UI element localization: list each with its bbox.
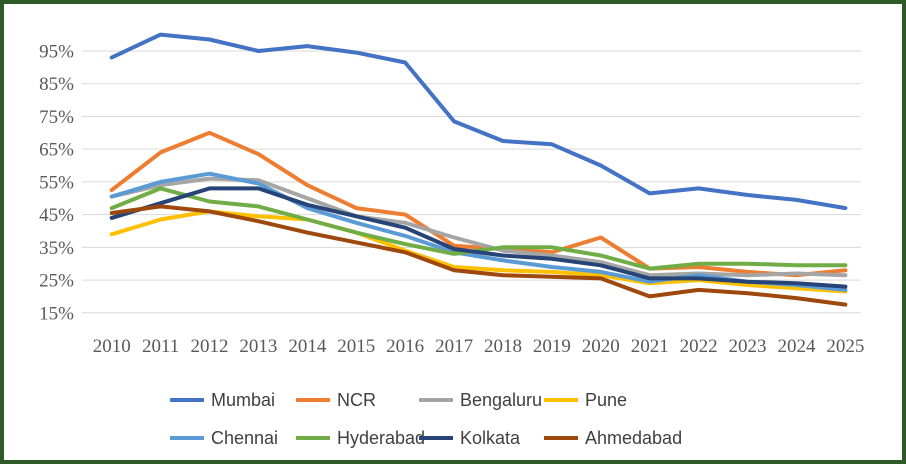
x-tick-label: 2013 xyxy=(239,336,277,357)
y-tick-label: 65% xyxy=(39,140,74,161)
y-tick-label: 75% xyxy=(39,107,74,128)
x-tick-label: 2022 xyxy=(680,336,718,357)
legend-swatch-pune-icon xyxy=(544,398,578,402)
line-chart: 95%85%75%65%55%45%35%25%15%2010 2011 2012 2… xyxy=(39,32,865,357)
x-tick-label: 2025 xyxy=(826,336,864,357)
legend-label: Hyderabad xyxy=(337,427,426,448)
gridlines xyxy=(82,50,861,314)
legend-swatch-ncr-icon xyxy=(296,398,330,402)
legend-swatch-kolkata-icon xyxy=(419,436,453,440)
legend-label: Kolkata xyxy=(460,427,521,448)
x-tick-label: 2024 xyxy=(777,336,816,357)
x-tick-label: 2010 xyxy=(93,336,131,357)
legend-item-kolkata: Kolkata xyxy=(419,428,520,448)
legend-item-pune: Pune xyxy=(544,390,627,410)
x-tick-label: 2016 xyxy=(386,336,424,357)
x-tick-label: 2023 xyxy=(729,336,767,357)
legend-swatch-chennai-icon xyxy=(170,436,204,440)
legend-swatch-mumbai-icon xyxy=(170,398,204,402)
legend-label: Mumbai xyxy=(211,389,276,410)
series-line-ahmedabad xyxy=(109,204,848,307)
series-line-kolkata xyxy=(109,186,848,289)
legend-item-bengaluru: Bengaluru xyxy=(419,390,542,410)
legend-item-mumbai: Mumbai xyxy=(170,390,275,410)
legend-label: NCR xyxy=(337,389,376,410)
legend-label: Pune xyxy=(585,389,628,410)
x-tick-label: 2017 xyxy=(435,336,473,357)
y-tick-label: 25% xyxy=(39,271,74,292)
legend-label: Ahmedabad xyxy=(585,427,683,448)
y-tick-label: 45% xyxy=(39,205,74,226)
series-line-ncr xyxy=(109,130,848,278)
x-tick-label: 2020 xyxy=(582,336,620,357)
x-axis-labels: 2010 2011 2012 2013 2014 2015 2016 2017 2018 2019… xyxy=(93,336,865,357)
y-tick-label: 15% xyxy=(39,303,74,324)
y-tick-label: 85% xyxy=(39,74,74,95)
x-tick-label: 2021 xyxy=(631,336,669,357)
x-tick-label: 2014 xyxy=(288,336,327,357)
legend-swatch-bengaluru-icon xyxy=(419,398,453,402)
legend-swatch-hyderabad-icon xyxy=(296,436,330,440)
y-tick-label: 55% xyxy=(39,172,74,193)
legend-item-ahmedabad: Ahmedabad xyxy=(544,428,682,448)
x-tick-label: 2012 xyxy=(191,336,229,357)
x-tick-label: 2018 xyxy=(484,336,522,357)
x-tick-label: 2019 xyxy=(533,336,571,357)
legend-label: Bengaluru xyxy=(460,389,543,410)
y-tick-label: 95% xyxy=(39,42,74,63)
x-tick-label: 2015 xyxy=(337,336,375,357)
series-line-mumbai xyxy=(109,32,848,211)
legend-item-chennai: Chennai xyxy=(170,428,278,448)
x-tick-label: 2011 xyxy=(142,336,179,357)
y-tick-label: 35% xyxy=(39,238,74,259)
legend-item-hyderabad: Hyderabad xyxy=(296,428,425,448)
legend-item-ncr: NCR xyxy=(296,390,376,410)
legend-label: Chennai xyxy=(211,427,279,448)
legend-swatch-ahmedabad-icon xyxy=(544,436,578,440)
series-line-pune xyxy=(109,209,848,294)
y-axis-labels: 95% 85% 75% 65% 55% 45% 35% 25% 15% xyxy=(39,42,74,325)
